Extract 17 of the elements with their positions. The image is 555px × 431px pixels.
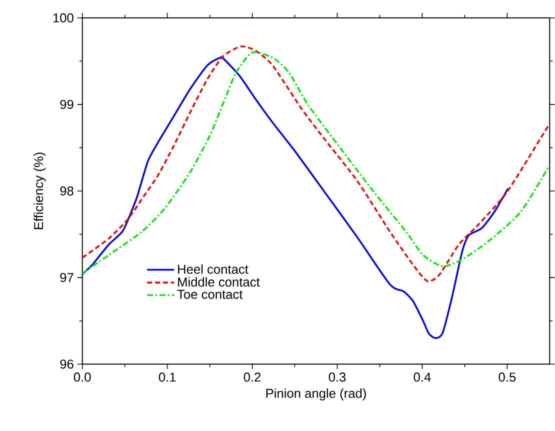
x-axis-title: Pinion angle (rad) [266, 388, 366, 401]
x-tick-label: 0.2 [244, 372, 261, 382]
x-tick-label: 0.3 [328, 372, 346, 382]
y-tick-label: 98 [60, 186, 74, 196]
line-series [82, 56, 509, 340]
legend-label: Middle contact [178, 277, 260, 287]
x-tick-label: 0.0 [74, 372, 91, 382]
y-tick-label: 100 [53, 14, 74, 23]
legend-label: Heel contact [178, 264, 248, 274]
x-tick-label: 0.1 [158, 372, 176, 382]
y-tick-label: 96 [60, 360, 74, 369]
x-tick-label: 0.5 [498, 372, 516, 382]
y-tick-label: 97 [60, 273, 74, 282]
y-tick-label: 99 [60, 100, 74, 110]
x-tick-label: 0.4 [414, 372, 431, 382]
y-axis-title: Efficiency (%) [34, 152, 46, 230]
legend-label: Toe contact [177, 290, 243, 300]
